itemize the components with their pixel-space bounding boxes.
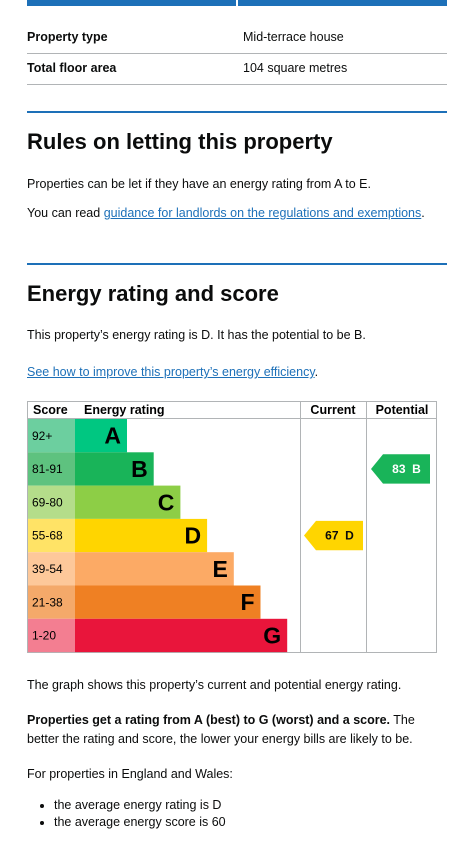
current-score: 67: [325, 529, 339, 543]
score-cell: [28, 585, 75, 619]
row-value: Mid-terrace house: [243, 30, 344, 44]
column-header: Current: [310, 403, 356, 417]
rating-bar: [75, 552, 234, 586]
row-key: Total floor area: [27, 61, 117, 75]
link[interactable]: guidance for landlords on the regulation…: [103, 206, 422, 220]
column-header: Score: [33, 403, 68, 417]
score-cell: [28, 552, 75, 586]
link[interactable]: See how to improve this property’s energ…: [27, 365, 315, 379]
score-label: 92+: [32, 429, 52, 443]
column-header: Potential: [376, 403, 429, 417]
row-value: 104 square metres: [243, 61, 348, 75]
section-rule: [27, 263, 447, 265]
potential-score: 83: [392, 462, 406, 476]
potential-rating: B: [412, 462, 421, 476]
rating-letter: E: [212, 556, 227, 582]
rating-bar: [75, 618, 288, 653]
heading: Rules on letting this property: [27, 129, 333, 154]
rating-letter: G: [263, 623, 281, 649]
current-arrow: [304, 520, 363, 551]
rating-bar: [75, 518, 208, 553]
rating-letter: B: [131, 456, 148, 482]
potential-arrow: [371, 454, 430, 484]
separator: [27, 53, 447, 54]
column-header: Energy rating: [84, 403, 165, 417]
rating-bar: [75, 585, 261, 619]
separator: [27, 84, 447, 85]
paragraph: See how to improve this property’s energ…: [27, 363, 437, 382]
score-cell: [28, 452, 75, 486]
score-label: 69-80: [32, 495, 63, 509]
current-label: 67 D: [325, 529, 354, 543]
top-rule: [27, 0, 236, 6]
score-label: 81-91: [32, 462, 63, 476]
heading: Energy rating and score: [27, 281, 279, 306]
chart-border: [27, 401, 437, 653]
score-cell: [28, 518, 75, 553]
score-label: 55-68: [32, 529, 63, 543]
paragraph: You can read guidance for landlords on t…: [27, 204, 437, 223]
score-label: 21-38: [32, 595, 63, 609]
paragraph: For properties in England and Wales:: [27, 767, 233, 781]
rating-bar: [75, 419, 127, 453]
text: You can read: [27, 206, 104, 220]
rating-letter: A: [104, 423, 121, 449]
potential-label: 83 B: [392, 462, 421, 476]
current-rating: D: [345, 529, 354, 543]
score-cell: [28, 618, 75, 653]
paragraph: The graph shows this property’s current …: [27, 678, 402, 692]
bullet: the average energy rating is D: [54, 797, 434, 814]
score-label: 1-20: [32, 629, 56, 643]
rating-letter: F: [240, 589, 254, 615]
paragraph: Properties get a rating from A (best) to…: [27, 711, 437, 749]
bold-text: Properties get a rating from A (best) to…: [27, 713, 391, 727]
score-cell: [28, 485, 75, 519]
rating-letter: D: [184, 523, 201, 549]
energy-chart: Score Energy rating Current Potential 92…: [27, 401, 437, 653]
score-label: 39-54: [32, 562, 63, 576]
rating-bar: [75, 452, 154, 486]
section-rule: [27, 111, 447, 113]
text: .: [421, 206, 425, 220]
text: The better the rating and score, the low…: [27, 713, 415, 746]
bullet: the average energy score is 60: [54, 814, 434, 831]
paragraph: This property’s energy rating is D. It h…: [27, 328, 366, 342]
rating-bar: [75, 485, 181, 519]
row-key: Property type: [27, 30, 108, 44]
top-rule: [238, 0, 447, 6]
text: .: [314, 365, 319, 379]
paragraph: Properties can be let if they have an en…: [27, 177, 371, 191]
rating-letter: C: [158, 489, 175, 515]
score-cell: [28, 419, 75, 453]
bullet-list: the average energy rating is D the avera…: [27, 797, 434, 831]
